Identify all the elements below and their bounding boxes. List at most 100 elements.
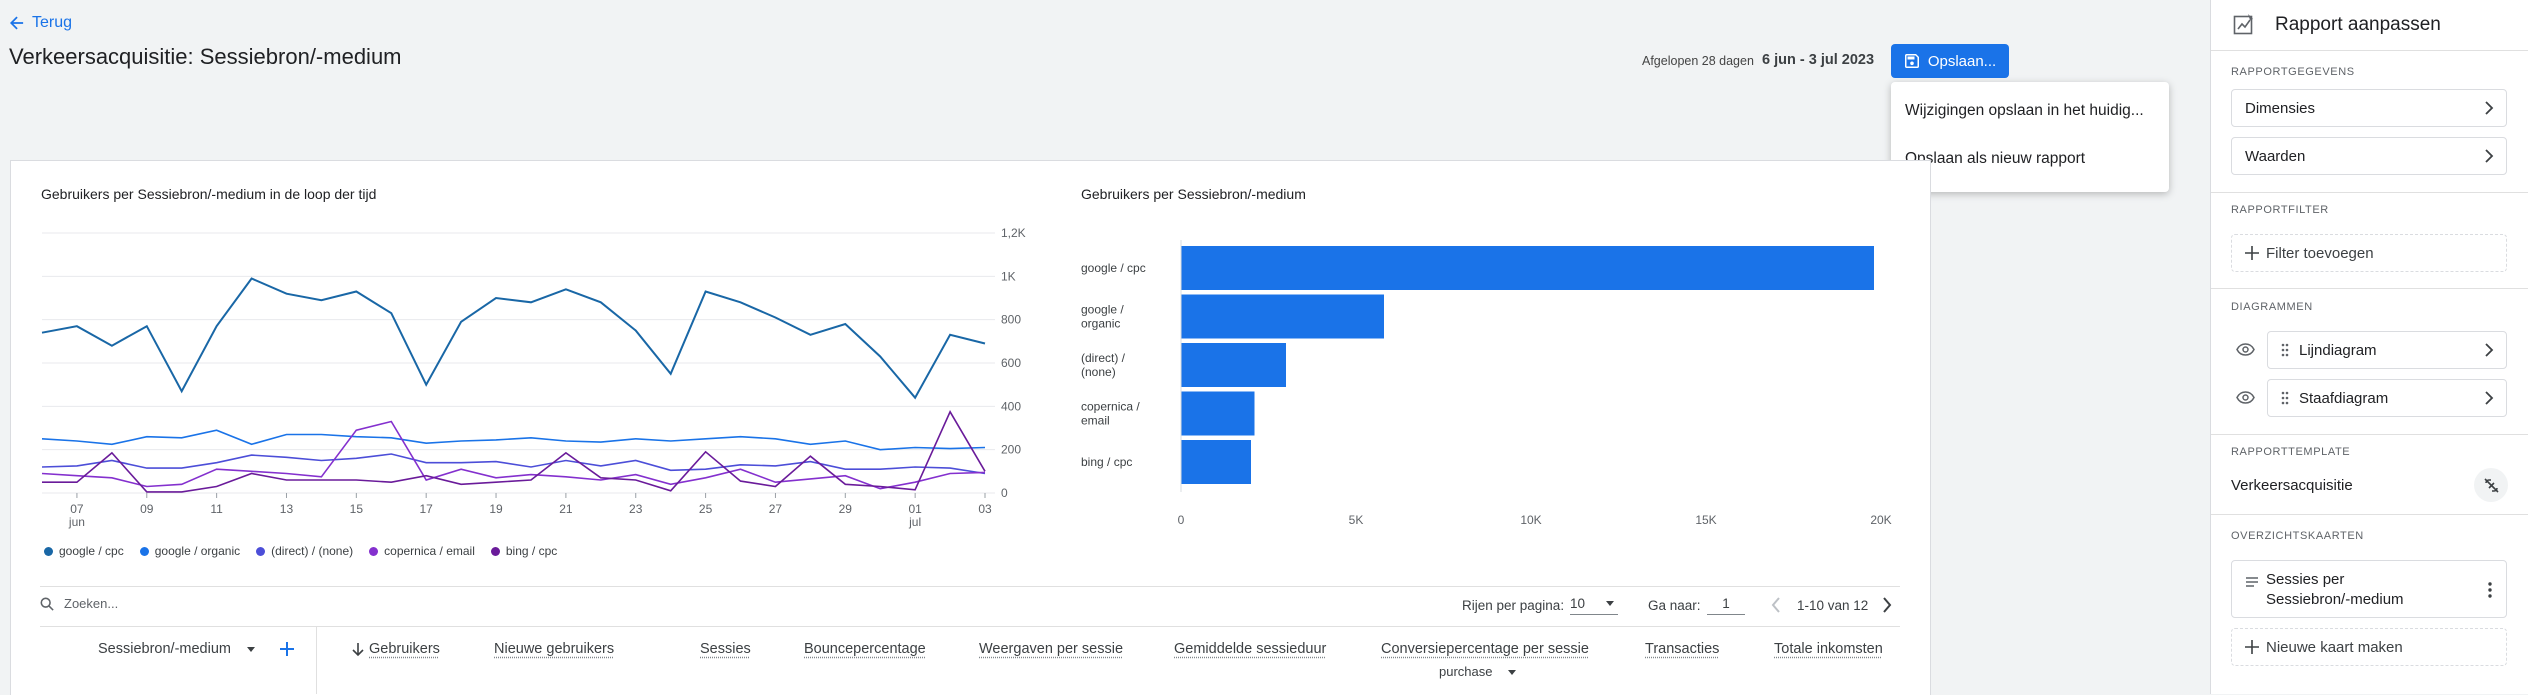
col-header-sessions[interactable]: Sessies xyxy=(700,641,751,657)
metrics-button[interactable]: Waarden xyxy=(2231,137,2507,175)
bar-chart-option[interactable]: Staafdiagram xyxy=(2267,379,2507,417)
conversion-event-label: purchase xyxy=(1439,664,1492,679)
category-label: google / cpc xyxy=(1081,261,1146,275)
legend-label: bing / cpc xyxy=(506,544,557,558)
chevron-right-icon[interactable] xyxy=(1882,597,1892,613)
dropdown-arrow-icon xyxy=(247,647,255,652)
legend-item[interactable]: copernica / email xyxy=(369,544,475,558)
legend-item[interactable]: bing / cpc xyxy=(491,544,557,558)
bar xyxy=(1181,440,1251,484)
panel-title: Rapport aanpassen xyxy=(2275,14,2441,36)
legend-swatch xyxy=(44,547,53,556)
col-header-bounce-rate[interactable]: Bouncepercentage xyxy=(804,641,926,657)
save-icon xyxy=(1904,53,1920,69)
col-header-conversion-rate[interactable]: Conversiepercentage per sessie xyxy=(1381,641,1589,657)
pagination-range: 1-10 van 12 xyxy=(1797,598,1868,613)
back-link[interactable]: Terug xyxy=(10,14,72,32)
add-filter-button[interactable]: Filter toevoegen xyxy=(2231,234,2507,272)
bar xyxy=(1181,295,1384,339)
drag-handle-icon[interactable] xyxy=(2281,343,2289,357)
y-tick-label: 600 xyxy=(1001,356,1021,370)
report-header xyxy=(0,0,2210,160)
column-divider xyxy=(316,626,317,694)
unlink-template-button[interactable] xyxy=(2474,468,2508,502)
line-chart-option[interactable]: Lijndiagram xyxy=(2267,331,2507,369)
bar xyxy=(1181,246,1874,290)
drag-handle-icon[interactable] xyxy=(2281,391,2289,405)
back-label: Terug xyxy=(32,14,72,32)
goto-input[interactable]: 1 xyxy=(1707,596,1745,615)
chevron-left-icon[interactable] xyxy=(1771,597,1781,613)
more-vert-icon[interactable] xyxy=(2488,582,2492,598)
y-tick-label: 800 xyxy=(1001,313,1021,327)
legend-swatch xyxy=(369,547,378,556)
save-label: Opslaan... xyxy=(1928,53,1996,70)
metrics-label: Waarden xyxy=(2245,148,2305,165)
conversion-event-select[interactable]: purchase xyxy=(1439,664,1516,679)
rows-per-page-select[interactable]: 10 xyxy=(1570,596,1618,615)
dimension-select[interactable]: Sessiebron/-medium xyxy=(98,641,255,657)
summary-card-label: Sessies per Sessiebron/-medium xyxy=(2266,570,2426,610)
line-chart: 1,2K1K800600400200007jun09 11 13 15 17 19 21 23… xyxy=(30,218,1040,538)
plus-icon xyxy=(2245,640,2259,654)
menu-item-save-changes[interactable]: Wijzigingen opslaan in het huidig... xyxy=(1905,102,2144,120)
card-list-icon xyxy=(2245,576,2259,590)
bar xyxy=(1181,392,1255,436)
panel-separator xyxy=(2211,288,2528,289)
category-label: google / xyxy=(1081,303,1124,317)
date-range-label[interactable]: Afgelopen 28 dagen xyxy=(1642,54,1754,68)
dropdown-arrow-icon xyxy=(1606,601,1614,606)
col-header-transactions[interactable]: Transacties xyxy=(1645,641,1719,657)
x-tick-label: 11 xyxy=(210,502,223,516)
edit-report-icon xyxy=(2233,13,2255,35)
x-tick-label: 19 xyxy=(489,502,503,516)
date-range-value[interactable]: 6 jun - 3 jul 2023 xyxy=(1762,52,1874,68)
x-tick-label: 01 xyxy=(908,502,922,516)
series-line-1 xyxy=(42,279,985,398)
eye-icon[interactable] xyxy=(2236,343,2255,356)
chevron-right-icon xyxy=(2485,101,2494,115)
x-tick-label: 25 xyxy=(699,502,713,516)
legend-item[interactable]: google / cpc xyxy=(44,544,124,558)
series-line-2 xyxy=(42,430,985,450)
x-tick-label: 27 xyxy=(769,502,783,516)
create-card-button[interactable]: Nieuwe kaart maken xyxy=(2231,628,2507,666)
legend-item[interactable]: google / organic xyxy=(140,544,240,558)
col-header-avg-session-duration[interactable]: Gemiddelde sessieduur xyxy=(1174,641,1326,657)
menu-item-save-as-new[interactable]: Opslaan als nieuw rapport xyxy=(1905,150,2085,168)
col-header-new-users[interactable]: Nieuwe gebruikers xyxy=(494,641,614,657)
legend-label: google / cpc xyxy=(59,544,124,558)
chevron-right-icon xyxy=(2485,149,2494,163)
goto-label: Ga naar: xyxy=(1648,598,1701,613)
x-tick-label: 21 xyxy=(559,502,573,516)
x-tick-label: 07 xyxy=(70,502,84,516)
summary-card-item[interactable]: Sessies per Sessiebron/-medium xyxy=(2231,560,2507,618)
add-dimension-icon[interactable] xyxy=(280,642,294,656)
eye-icon[interactable] xyxy=(2236,391,2255,404)
search-icon xyxy=(40,597,54,611)
col-header-total-revenue[interactable]: Totale inkomsten xyxy=(1774,641,1883,657)
table-divider xyxy=(40,586,1900,587)
dimensions-button[interactable]: Dimensies xyxy=(2231,89,2507,127)
series-line-3 xyxy=(42,454,985,474)
report-data-heading: RAPPORTGEGEVENS xyxy=(2231,66,2355,78)
save-menu: Wijzigingen opslaan in het huidig... Ops… xyxy=(1891,82,2169,192)
legend-label: google / organic xyxy=(155,544,240,558)
category-label: (direct) / xyxy=(1081,351,1126,365)
report-filter-heading: RAPPORTFILTER xyxy=(2231,204,2329,216)
search-placeholder: Zoeken... xyxy=(64,596,118,611)
x-tick-label: 15K xyxy=(1695,513,1716,527)
legend-label: copernica / email xyxy=(384,544,475,558)
legend-swatch xyxy=(140,547,149,556)
save-button[interactable]: Opslaan... xyxy=(1891,44,2009,78)
table-search[interactable]: Zoeken... xyxy=(40,596,118,611)
add-filter-label: Filter toevoegen xyxy=(2266,245,2374,262)
x-tick-label: 0 xyxy=(1178,513,1185,527)
line-chart-option-label: Lijndiagram xyxy=(2299,342,2377,359)
template-name: Verkeersacquisitie xyxy=(2231,477,2353,494)
line-chart-title: Gebruikers per Sessiebron/-medium in de … xyxy=(41,186,376,202)
legend-item[interactable]: (direct) / (none) xyxy=(256,544,353,558)
col-header-users[interactable]: Gebruikers xyxy=(369,641,440,657)
category-label: bing / cpc xyxy=(1081,455,1132,469)
col-header-views-per-session[interactable]: Weergaven per sessie xyxy=(979,641,1123,657)
